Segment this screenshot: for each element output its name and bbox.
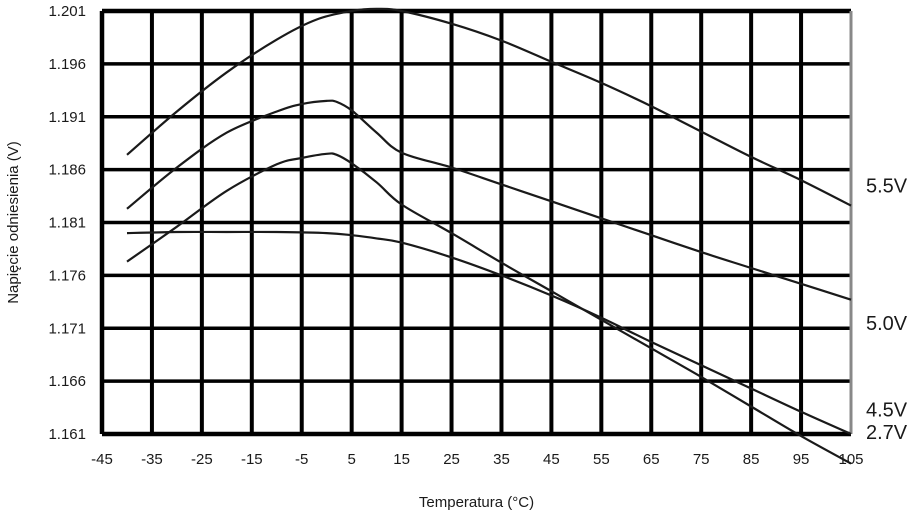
- series-label: 2.7V: [866, 422, 908, 444]
- y-tick-label: 1.166: [48, 373, 86, 390]
- x-tick-label: 45: [543, 451, 560, 468]
- x-tick-label: -15: [241, 451, 263, 468]
- series-line-5-5v: [126, 7, 852, 207]
- series-label: 5.0V: [866, 313, 908, 335]
- x-tick-label: -5: [295, 451, 308, 468]
- x-tick-label: 15: [393, 451, 410, 468]
- y-tick-label: 1.176: [48, 267, 86, 284]
- x-tick-label: 5: [347, 451, 355, 468]
- series-labels: 5.5V 5.0V 4.5V2.7V: [866, 175, 908, 443]
- series-lines: [126, 7, 852, 465]
- x-tick-label: 35: [493, 451, 510, 468]
- x-axis-label: Temperatura (°C): [419, 494, 534, 511]
- series-line-4-5v: [126, 152, 852, 465]
- y-axis-label: Napięcie odniesienia (V): [5, 141, 22, 304]
- plot-frame: [99, 8, 853, 437]
- x-axis-ticks: -45 -35 -25 -15 -5 5 15 25 35 45 55 65 75 85 95 105: [91, 451, 863, 468]
- y-tick-label: 1.181: [48, 215, 86, 232]
- x-tick-label: 95: [793, 451, 810, 468]
- y-axis-ticks: 1.161 1.166 1.171 1.176 1.181 1.186 1.191 1.196…: [48, 3, 86, 443]
- grid-lines: [102, 11, 851, 434]
- x-tick-label: 85: [743, 451, 760, 468]
- y-tick-label: 1.171: [48, 320, 86, 337]
- x-tick-label: 65: [643, 451, 660, 468]
- series-line-5-0v: [126, 99, 852, 301]
- y-tick-label: 1.161: [48, 426, 86, 443]
- x-tick-label: 75: [693, 451, 710, 468]
- x-tick-label: -35: [141, 451, 163, 468]
- y-tick-label: 1.191: [48, 109, 86, 126]
- y-tick-label: 1.186: [48, 162, 86, 179]
- x-tick-label: -25: [191, 451, 213, 468]
- x-tick-label: -45: [91, 451, 113, 468]
- y-tick-label: 1.201: [48, 3, 86, 20]
- series-line-2-7v: [126, 230, 852, 436]
- x-tick-label: 25: [443, 451, 460, 468]
- x-tick-label: 105: [838, 451, 863, 468]
- series-label: 4.5V: [866, 400, 908, 422]
- y-tick-label: 1.196: [48, 56, 86, 73]
- series-label: 5.5V: [866, 175, 908, 197]
- x-tick-label: 55: [593, 451, 610, 468]
